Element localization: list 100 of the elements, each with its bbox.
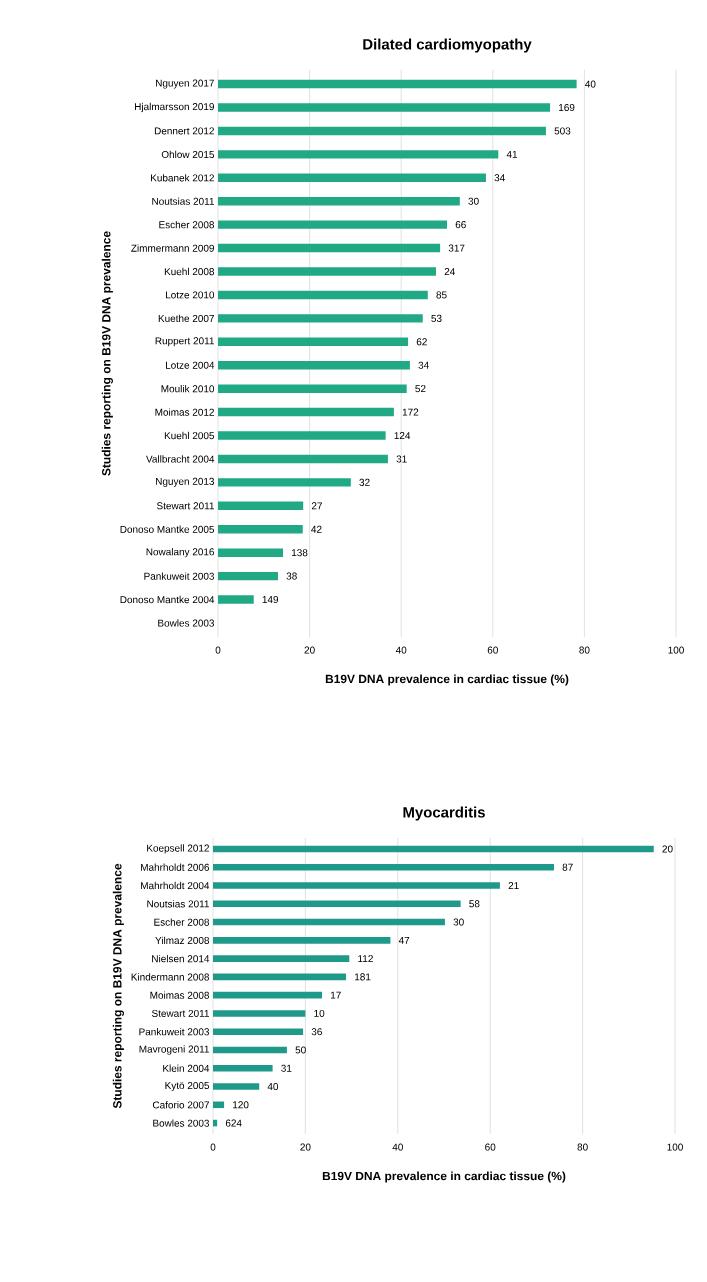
y-tick-label: Klein 2004 — [163, 1064, 210, 1072]
bar — [218, 79, 577, 89]
y-tick-label: Hjalmarsson 2019 — [135, 102, 214, 113]
y-tick-label: Mahrholdt 2006 — [141, 863, 210, 871]
annotation: 149 — [262, 596, 279, 604]
bar — [218, 431, 386, 440]
y-tick-label: Pankuweit 2003 — [139, 1028, 210, 1036]
y-tick-label: Pankuweit 2003 — [144, 572, 215, 580]
bar — [218, 525, 303, 534]
y-tick-label: Moulik 2010 — [161, 385, 215, 393]
bar — [213, 845, 654, 853]
y-tick-label: Kindermann 2008 — [131, 973, 210, 981]
bar — [218, 243, 441, 253]
y-tick-label: Stewart 2011 — [151, 1009, 209, 1017]
bar — [213, 1083, 260, 1090]
y-tick-label: Nowalany 2016 — [146, 548, 215, 558]
annotation: 40 — [267, 1082, 279, 1091]
annotation: 317 — [448, 244, 465, 252]
bar — [218, 267, 437, 276]
bar — [218, 571, 278, 581]
annotation: 17 — [331, 991, 341, 999]
x-axis-title: B19V DNA prevalence in cardiac tissue (%) — [322, 1171, 566, 1183]
y-tick-label: Bowles 2003 — [153, 1119, 210, 1127]
bar — [218, 407, 394, 417]
bar — [213, 863, 554, 871]
y-tick-label: Kytö 2005 — [165, 1082, 210, 1092]
y-tick-label: Kuehl 2008 — [164, 267, 215, 276]
annotation: 21 — [508, 882, 519, 889]
y-tick-label: Noutsias 2011 — [152, 197, 214, 205]
annotation: 87 — [562, 863, 573, 871]
bar — [213, 1064, 273, 1072]
bar — [213, 1010, 306, 1017]
bar — [213, 973, 347, 981]
x-tick-label: 60 — [485, 1143, 496, 1151]
annotation: 42 — [311, 525, 322, 533]
x-tick-label: 40 — [392, 1143, 403, 1151]
y-tick-label: Escher 2008 — [159, 220, 215, 229]
bar — [218, 103, 551, 112]
annotation: 31 — [281, 1064, 292, 1072]
bar — [218, 384, 407, 393]
annotation: 624 — [225, 1119, 242, 1127]
x-tick-label: 40 — [395, 646, 407, 654]
annotation: 124 — [394, 432, 411, 439]
annotation: 31 — [396, 455, 407, 463]
y-tick-label: Stewart 2011 — [156, 502, 214, 510]
y-tick-label: Moimas 2008 — [150, 991, 210, 999]
annotation: 169 — [559, 103, 575, 112]
y-tick-label: Nguyen 2017 — [156, 79, 214, 89]
annotation: 66 — [455, 221, 466, 229]
x-tick-label: 0 — [215, 646, 221, 654]
y-tick-label: Nguyen 2013 — [156, 477, 215, 487]
x-tick-label: 80 — [579, 646, 590, 654]
annotation: 20 — [662, 845, 673, 853]
annotation: 181 — [355, 973, 371, 981]
bar — [213, 1046, 287, 1054]
bar — [213, 918, 445, 926]
bar — [218, 361, 410, 370]
y-tick-label: Lotze 2010 — [165, 291, 215, 299]
annotation: 62 — [416, 338, 427, 346]
chart-title: Myocarditis — [403, 806, 485, 821]
bar — [213, 1101, 225, 1109]
bar — [213, 937, 391, 944]
bar — [218, 337, 409, 347]
annotation: 52 — [415, 385, 426, 393]
bar — [218, 173, 486, 182]
annotation: 50 — [295, 1046, 306, 1054]
x-tick-label: 60 — [487, 646, 498, 654]
annotation: 120 — [233, 1101, 249, 1109]
bar — [213, 991, 323, 999]
x-tick-label: 0 — [210, 1143, 216, 1151]
y-tick-label: Bowles 2003 — [158, 619, 215, 627]
bar — [218, 290, 428, 300]
annotation: 53 — [431, 314, 442, 322]
y-tick-label: Mahrholdt 2004 — [141, 881, 210, 890]
annotation: 36 — [311, 1028, 322, 1036]
x-tick-label: 20 — [300, 1143, 311, 1151]
annotation: 27 — [311, 502, 322, 510]
annotation: 58 — [469, 900, 480, 908]
annotation: 32 — [359, 478, 370, 486]
bar — [218, 548, 284, 557]
annotation: 30 — [468, 197, 479, 205]
bar — [218, 595, 254, 604]
bar — [218, 314, 423, 323]
y-tick-label: Vallbracht 2004 — [146, 455, 215, 463]
bar — [218, 501, 304, 511]
y-axis-title: Studies reporting on B19V DNA prevalence — [101, 231, 113, 476]
annotation: 34 — [418, 361, 429, 369]
y-tick-label: Donoso Mantke 2004 — [120, 595, 215, 604]
annotation: 503 — [554, 127, 571, 135]
y-tick-label: Zimmermann 2009 — [131, 244, 214, 252]
y-tick-label: Kubanek 2012 — [151, 174, 214, 182]
y-tick-label: Yilmaz 2008 — [155, 936, 210, 944]
y-tick-label: Koepsell 2012 — [147, 844, 209, 854]
annotation: 38 — [286, 572, 297, 580]
y-tick-label: Moimas 2012 — [155, 408, 214, 416]
annotation: 40 — [585, 80, 596, 88]
annotation: 85 — [436, 291, 447, 299]
x-axis-title: B19V DNA prevalence in cardiac tissue (%) — [325, 674, 569, 686]
y-tick-label: Mavrogeni 2011 — [139, 1045, 209, 1055]
bar — [213, 955, 350, 962]
